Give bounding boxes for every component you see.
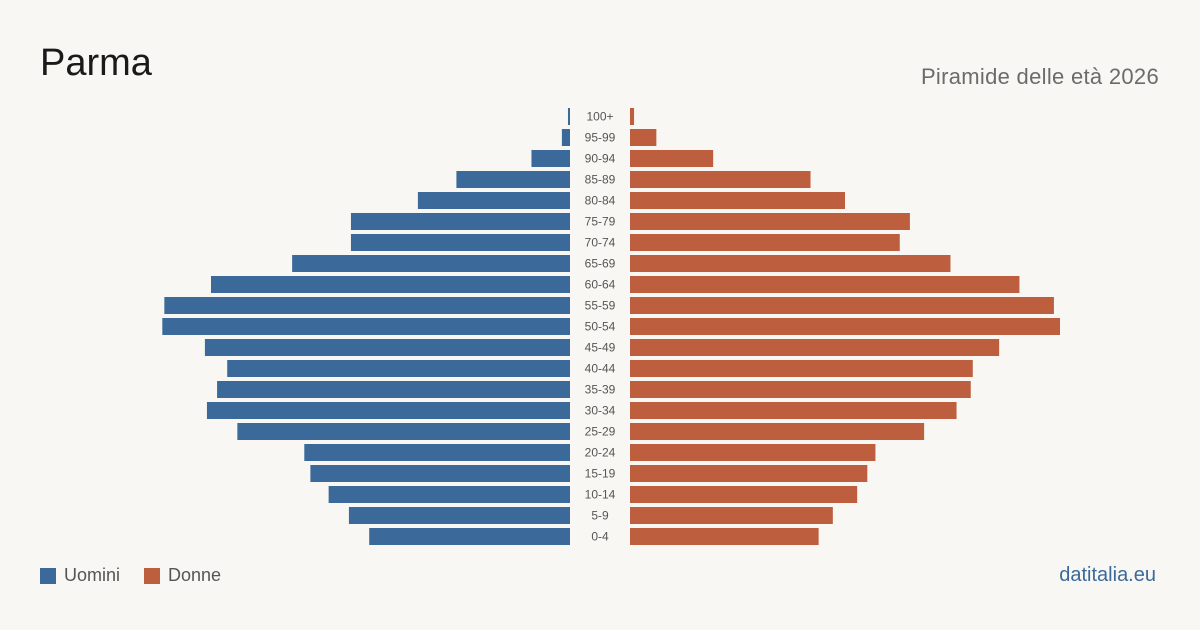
legend-item-women: Donne xyxy=(144,565,221,586)
bar-men-40-44 xyxy=(227,360,570,377)
bar-men-30-34 xyxy=(206,402,570,419)
legend-item-men: Uomini xyxy=(40,565,120,586)
legend-label-men: Uomini xyxy=(64,565,121,585)
age-group-label: 40-44 xyxy=(585,362,616,376)
legend-swatch-men xyxy=(40,567,56,584)
bar-men-80-84 xyxy=(417,192,570,209)
legend: Uomini Donne xyxy=(40,565,221,586)
bar-women-35-39 xyxy=(630,381,971,398)
bar-men-5-9 xyxy=(348,507,570,524)
bar-men-70-74 xyxy=(350,234,570,251)
bar-men-85-89 xyxy=(456,171,570,188)
age-group-label: 80-84 xyxy=(585,194,616,208)
bar-men-50-54 xyxy=(162,318,570,335)
bar-men-55-59 xyxy=(164,297,570,314)
chart-title: Parma xyxy=(40,42,152,84)
bar-men-0-4 xyxy=(369,528,570,545)
bar-men-60-64 xyxy=(210,276,570,293)
age-group-label: 10-14 xyxy=(585,488,616,502)
bar-women-85-89 xyxy=(630,171,811,188)
bar-women-45-49 xyxy=(630,339,1000,356)
bar-women-80-84 xyxy=(630,192,845,209)
age-group-label: 95-99 xyxy=(585,131,616,145)
bar-women-70-74 xyxy=(630,234,900,251)
age-group-label: 45-49 xyxy=(585,341,616,355)
bar-women-65-69 xyxy=(630,255,951,272)
age-group-label: 0-4 xyxy=(591,530,609,544)
bar-men-45-49 xyxy=(204,339,571,356)
age-group-label: 5-9 xyxy=(591,509,609,523)
bar-men-35-39 xyxy=(217,381,570,398)
age-group-label: 85-89 xyxy=(585,173,616,187)
bar-men-90-94 xyxy=(531,150,570,167)
bar-women-100+ xyxy=(630,108,635,125)
bar-women-40-44 xyxy=(630,360,973,377)
age-group-label: 35-39 xyxy=(585,383,616,397)
bar-men-10-14 xyxy=(328,486,570,503)
bar-women-95-99 xyxy=(630,129,657,146)
bar-men-95-99 xyxy=(561,129,570,146)
age-group-label: 50-54 xyxy=(585,320,616,334)
bar-men-15-19 xyxy=(310,465,570,482)
bar-men-20-24 xyxy=(304,444,570,461)
age-group-label: 70-74 xyxy=(585,236,616,250)
legend-label-women: Donne xyxy=(168,565,222,585)
bar-women-0-4 xyxy=(630,528,819,545)
bar-women-30-34 xyxy=(630,402,957,419)
bar-men-25-29 xyxy=(237,423,570,440)
bar-men-75-79 xyxy=(350,213,570,230)
age-group-label: 60-64 xyxy=(585,278,616,292)
bar-women-20-24 xyxy=(630,444,876,461)
bar-men-100+ xyxy=(567,108,570,125)
age-group-label: 100+ xyxy=(586,110,613,124)
age-group-label: 75-79 xyxy=(585,215,616,229)
bar-women-5-9 xyxy=(630,507,833,524)
bar-women-10-14 xyxy=(630,486,858,503)
chart-subtitle: Piramide delle età 2026 xyxy=(920,64,1159,89)
bar-women-90-94 xyxy=(630,150,714,167)
age-group-label: 25-29 xyxy=(585,425,616,439)
age-group-label: 15-19 xyxy=(585,467,616,481)
bar-women-15-19 xyxy=(630,465,868,482)
age-group-label: 55-59 xyxy=(585,299,616,313)
bar-women-75-79 xyxy=(630,213,910,230)
age-group-label: 20-24 xyxy=(585,446,616,460)
bar-men-65-69 xyxy=(292,255,570,272)
age-group-label: 65-69 xyxy=(585,257,616,271)
bar-women-25-29 xyxy=(630,423,925,440)
bar-women-60-64 xyxy=(630,276,1020,293)
bar-women-50-54 xyxy=(630,318,1060,335)
bar-women-55-59 xyxy=(630,297,1054,314)
legend-swatch-women xyxy=(144,567,161,584)
age-group-label: 30-34 xyxy=(585,404,616,418)
source-link[interactable]: datitalia.eu xyxy=(1059,564,1156,586)
age-group-label: 90-94 xyxy=(585,152,616,166)
